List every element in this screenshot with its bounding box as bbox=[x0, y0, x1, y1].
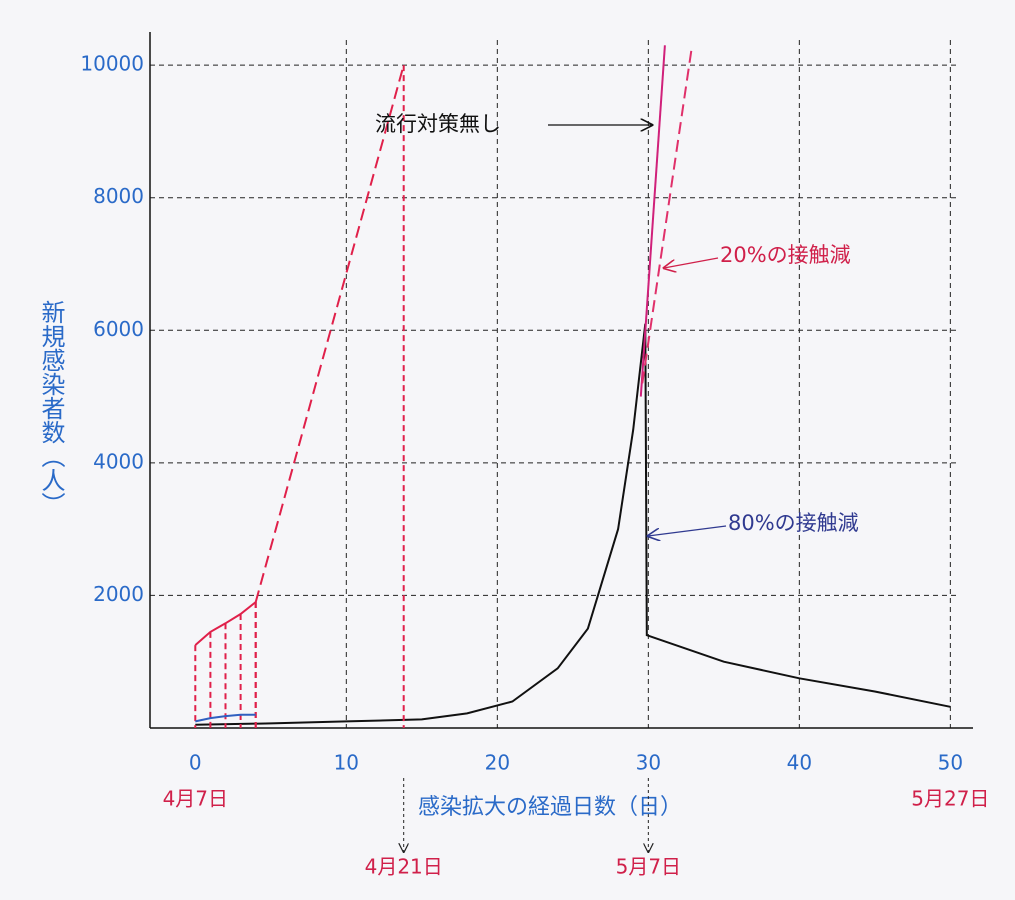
x-tick-label: 40 bbox=[787, 751, 812, 775]
date-label: 4月21日 bbox=[365, 855, 443, 879]
x-axis-title: 感染拡大の経過日数（日） bbox=[418, 795, 682, 820]
y-tick-label: 4000 bbox=[93, 449, 144, 473]
line-series bbox=[254, 64, 405, 603]
y-tick-label: 8000 bbox=[93, 184, 144, 208]
y-axis-title: 新規感染者数（人） bbox=[37, 300, 65, 516]
x-tick-label: 0 bbox=[189, 751, 202, 775]
annotation-arrow bbox=[648, 525, 727, 536]
line-series bbox=[194, 601, 257, 646]
x-tick-label: 20 bbox=[485, 751, 510, 775]
line-series bbox=[195, 323, 951, 726]
date-label: 5月27日 bbox=[911, 787, 989, 811]
annotation: 80%の接触減 bbox=[728, 511, 859, 535]
annotation: 20%の接触減 bbox=[720, 243, 851, 267]
date-label: 5月7日 bbox=[616, 855, 681, 879]
y-tick-label: 10000 bbox=[80, 52, 144, 76]
line-series bbox=[639, 45, 666, 397]
annotation-arrow bbox=[664, 257, 719, 268]
line-series bbox=[195, 713, 256, 723]
x-tick-label: 50 bbox=[938, 751, 963, 775]
annotation: 流行対策無し bbox=[375, 112, 501, 136]
y-tick-label: 6000 bbox=[93, 317, 144, 341]
x-tick-label: 10 bbox=[334, 751, 359, 775]
x-tick-label: 30 bbox=[636, 751, 661, 775]
line-series bbox=[641, 45, 694, 384]
y-tick-label: 2000 bbox=[93, 582, 144, 606]
date-label: 4月7日 bbox=[163, 787, 228, 811]
